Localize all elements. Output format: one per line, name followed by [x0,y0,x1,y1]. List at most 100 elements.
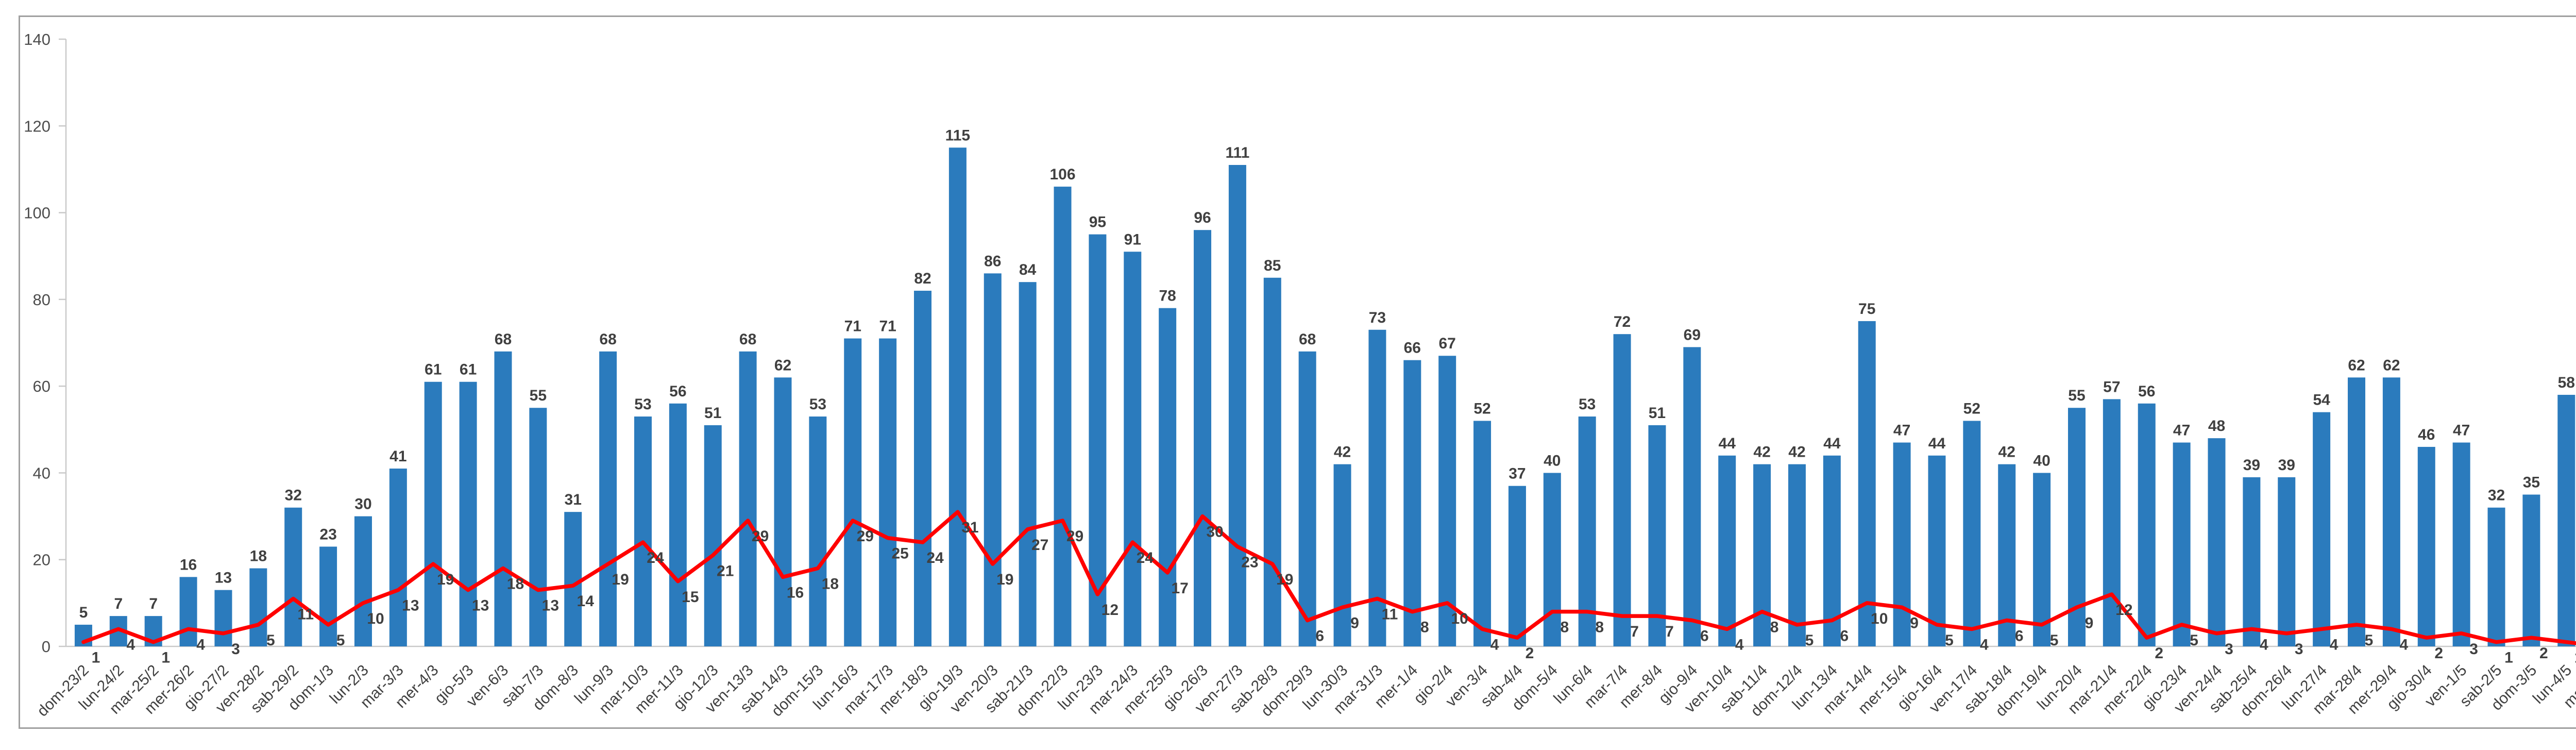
bar [1054,187,1072,647]
line-value-label: 29 [1066,528,1083,545]
bar-value-label: 84 [1019,261,1037,278]
bar-value-label: 62 [2383,357,2400,374]
line-value-label: 1 [2504,649,2513,666]
line-value-label: 2 [1526,645,1534,662]
line-value-label: 18 [822,576,839,593]
bar [1403,360,1421,646]
bar-value-label: 73 [1369,309,1386,326]
bar [1368,329,1386,646]
bar-value-label: 75 [1858,301,1875,318]
line-value-label: 4 [2330,636,2338,653]
bar [1019,282,1037,646]
bar [844,338,862,646]
y-axis-label: 140 [24,30,50,48]
bar-value-label: 56 [2138,383,2155,400]
line-value-label: 4 [1735,636,1744,653]
bar-value-label: 95 [1089,214,1106,231]
bar-value-label: 52 [1473,400,1490,417]
y-axis-label: 0 [42,638,50,656]
line-value-label: 1 [161,649,170,666]
bar [1508,486,1526,646]
bar-value-label: 30 [354,496,371,513]
bar [2243,477,2261,646]
bar [1998,464,2016,646]
line-value-label: 13 [402,597,419,614]
bar [599,351,617,646]
y-axis-label: 80 [33,291,50,309]
line-value-label: 31 [961,519,978,536]
bar-value-label: 40 [1544,452,1561,469]
bar [2348,377,2366,646]
line-value-label: 30 [1206,524,1223,541]
line-value-label: 12 [1101,602,1118,619]
line-value-label: 5 [2050,632,2059,649]
bar [1473,421,1492,646]
bar-value-label: 86 [984,253,1001,270]
bar [529,408,547,646]
bar-value-label: 31 [565,491,582,508]
line-value-label: 19 [996,571,1013,588]
bar [2417,446,2435,646]
bar-value-label: 51 [704,405,721,422]
bar-value-label: 37 [1509,465,1526,482]
bar-value-label: 106 [1049,166,1075,183]
bar [1228,165,1246,646]
bar-value-label: 96 [1194,209,1211,226]
bar [669,403,687,646]
line-value-label: 3 [231,641,240,658]
bar-value-label: 42 [1753,444,1770,461]
bar [1788,464,1806,646]
bar-value-label: 48 [2208,418,2225,435]
bar-value-label: 85 [1264,257,1281,274]
bar-value-label: 61 [460,361,477,378]
bar-value-label: 7 [114,595,123,612]
line-value-label: 8 [1770,619,1779,636]
line-value-label: 14 [577,593,595,610]
line-value-label: 7 [1630,623,1639,640]
bar-value-label: 53 [634,396,651,413]
line-value-label: 6 [1840,628,1849,645]
bar [494,351,512,646]
line-value-label: 19 [612,571,629,588]
bar [389,469,407,646]
line-value-label: 8 [1560,619,1569,636]
line-value-label: 9 [1910,614,1919,631]
line-value-label: 2 [2434,645,2443,662]
line-value-label: 7 [1665,623,1674,640]
line-value-label: 9 [2085,614,2094,631]
bar [634,416,652,646]
bar-value-label: 39 [2278,457,2295,474]
bar [2382,377,2400,646]
bar-value-label: 68 [739,331,756,348]
line-value-label: 3 [2295,641,2303,658]
line-value-label: 8 [1595,619,1604,636]
line-value-label: 9 [1350,614,1359,631]
line-value-label: 5 [1945,632,1954,649]
bar [2033,473,2051,646]
bar [809,416,827,646]
bar-value-label: 55 [530,387,547,404]
line-value-label: 29 [752,528,769,545]
line-value-label: 21 [717,562,734,579]
bar-value-label: 18 [250,548,267,565]
bar-value-label: 58 [2558,374,2575,391]
bar-value-label: 16 [180,556,197,573]
line-value-label: 13 [542,597,559,614]
line-value-label: 19 [437,571,454,588]
line-value-label: 27 [1031,537,1048,554]
line-value-label: 4 [126,636,135,653]
bar-value-label: 47 [2453,422,2470,439]
bar-value-label: 56 [669,383,686,400]
y-axis-label: 40 [33,464,50,482]
bar-value-label: 32 [2488,487,2505,504]
bar-value-label: 53 [1579,396,1596,413]
line-value-label: 4 [2260,636,2268,653]
line-value-label: 4 [196,636,205,653]
line-value-label: 18 [507,576,524,593]
line-value-label: 2 [2155,645,2163,662]
bar [214,590,232,646]
bar [564,512,582,646]
bar-value-label: 71 [879,318,896,335]
bar-value-label: 35 [2523,474,2540,491]
